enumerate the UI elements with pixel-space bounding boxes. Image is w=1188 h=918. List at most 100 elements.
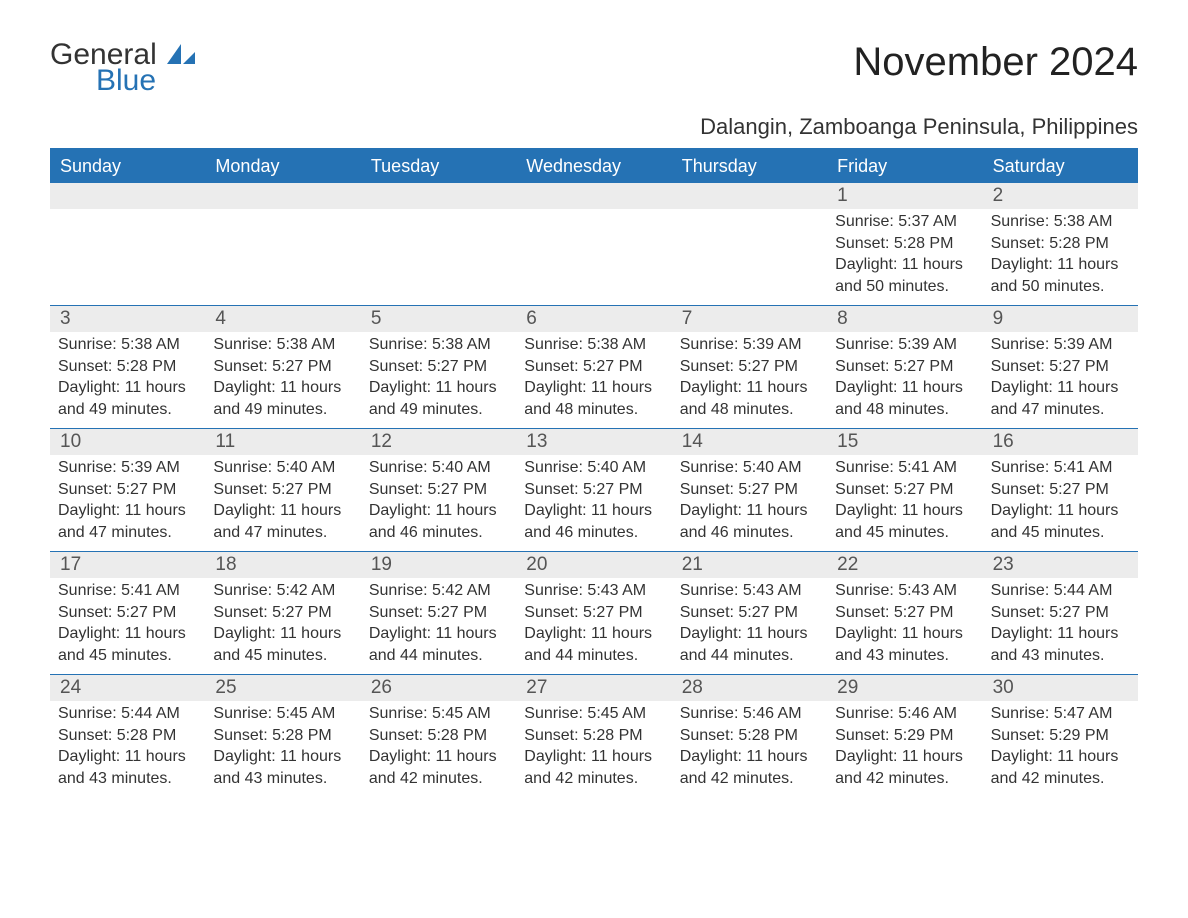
dl2-line: and 47 minutes. — [991, 399, 1130, 421]
day-header-row: SundayMondayTuesdayWednesdayThursdayFrid… — [50, 150, 1138, 183]
sunset-line: Sunset: 5:28 PM — [58, 356, 197, 378]
day-header: Sunday — [50, 150, 205, 183]
day-number: 16 — [983, 429, 1138, 455]
dl2-line: and 45 minutes. — [835, 522, 974, 544]
day-header: Saturday — [983, 150, 1138, 183]
sunrise-line: Sunrise: 5:40 AM — [524, 457, 663, 479]
sunrise-line: Sunrise: 5:45 AM — [213, 703, 352, 725]
sunset-line: Sunset: 5:27 PM — [213, 479, 352, 501]
day-number: 30 — [983, 675, 1138, 701]
dl1-line: Daylight: 11 hours — [369, 500, 508, 522]
dl2-line: and 42 minutes. — [835, 768, 974, 790]
dl1-line: Daylight: 11 hours — [835, 746, 974, 768]
dl1-line: Daylight: 11 hours — [213, 500, 352, 522]
dl1-line: Daylight: 11 hours — [213, 623, 352, 645]
calendar: SundayMondayTuesdayWednesdayThursdayFrid… — [50, 148, 1138, 797]
day-number: 9 — [983, 306, 1138, 332]
day-header: Monday — [205, 150, 360, 183]
week-row: 3Sunrise: 5:38 AMSunset: 5:28 PMDaylight… — [50, 305, 1138, 428]
month-title: November 2024 — [853, 40, 1138, 85]
dl2-line: and 43 minutes. — [991, 645, 1130, 667]
day-number — [672, 183, 827, 209]
dl2-line: and 49 minutes. — [213, 399, 352, 421]
sunset-line: Sunset: 5:27 PM — [680, 602, 819, 624]
dl1-line: Daylight: 11 hours — [524, 623, 663, 645]
day-number: 10 — [50, 429, 205, 455]
dl2-line: and 42 minutes. — [991, 768, 1130, 790]
sunset-line: Sunset: 5:27 PM — [58, 602, 197, 624]
week-row: 17Sunrise: 5:41 AMSunset: 5:27 PMDayligh… — [50, 551, 1138, 674]
day-cell: 18Sunrise: 5:42 AMSunset: 5:27 PMDayligh… — [205, 552, 360, 674]
dl2-line: and 49 minutes. — [369, 399, 508, 421]
dl2-line: and 44 minutes. — [369, 645, 508, 667]
day-cell: 28Sunrise: 5:46 AMSunset: 5:28 PMDayligh… — [672, 675, 827, 797]
day-number: 20 — [516, 552, 671, 578]
sunset-line: Sunset: 5:27 PM — [524, 356, 663, 378]
dl2-line: and 42 minutes. — [680, 768, 819, 790]
day-cell: 6Sunrise: 5:38 AMSunset: 5:27 PMDaylight… — [516, 306, 671, 428]
dl2-line: and 47 minutes. — [58, 522, 197, 544]
dl2-line: and 48 minutes. — [680, 399, 819, 421]
dl1-line: Daylight: 11 hours — [58, 623, 197, 645]
sunrise-line: Sunrise: 5:39 AM — [58, 457, 197, 479]
sunset-line: Sunset: 5:28 PM — [213, 725, 352, 747]
day-cell: 20Sunrise: 5:43 AMSunset: 5:27 PMDayligh… — [516, 552, 671, 674]
sunset-line: Sunset: 5:27 PM — [524, 602, 663, 624]
sunrise-line: Sunrise: 5:38 AM — [213, 334, 352, 356]
day-cell: 3Sunrise: 5:38 AMSunset: 5:28 PMDaylight… — [50, 306, 205, 428]
sunrise-line: Sunrise: 5:41 AM — [58, 580, 197, 602]
day-number: 12 — [361, 429, 516, 455]
dl1-line: Daylight: 11 hours — [58, 500, 197, 522]
day-number — [50, 183, 205, 209]
dl2-line: and 44 minutes. — [524, 645, 663, 667]
dl1-line: Daylight: 11 hours — [213, 377, 352, 399]
day-number: 26 — [361, 675, 516, 701]
day-cell: 9Sunrise: 5:39 AMSunset: 5:27 PMDaylight… — [983, 306, 1138, 428]
sunset-line: Sunset: 5:27 PM — [369, 356, 508, 378]
sunrise-line: Sunrise: 5:42 AM — [369, 580, 508, 602]
sunset-line: Sunset: 5:27 PM — [369, 479, 508, 501]
dl1-line: Daylight: 11 hours — [369, 623, 508, 645]
sunset-line: Sunset: 5:29 PM — [991, 725, 1130, 747]
day-number: 28 — [672, 675, 827, 701]
sunrise-line: Sunrise: 5:43 AM — [680, 580, 819, 602]
day-header: Tuesday — [361, 150, 516, 183]
dl2-line: and 50 minutes. — [835, 276, 974, 298]
dl2-line: and 46 minutes. — [369, 522, 508, 544]
sunset-line: Sunset: 5:28 PM — [991, 233, 1130, 255]
day-header: Thursday — [672, 150, 827, 183]
sunrise-line: Sunrise: 5:44 AM — [58, 703, 197, 725]
day-number: 11 — [205, 429, 360, 455]
day-cell: 11Sunrise: 5:40 AMSunset: 5:27 PMDayligh… — [205, 429, 360, 551]
day-cell: 22Sunrise: 5:43 AMSunset: 5:27 PMDayligh… — [827, 552, 982, 674]
dl2-line: and 45 minutes. — [991, 522, 1130, 544]
day-number: 8 — [827, 306, 982, 332]
sunrise-line: Sunrise: 5:38 AM — [58, 334, 197, 356]
logo: General Blue — [50, 40, 195, 96]
day-number: 25 — [205, 675, 360, 701]
dl2-line: and 48 minutes. — [835, 399, 974, 421]
location-subtitle: Dalangin, Zamboanga Peninsula, Philippin… — [50, 114, 1138, 140]
sunset-line: Sunset: 5:27 PM — [835, 602, 974, 624]
sunrise-line: Sunrise: 5:43 AM — [524, 580, 663, 602]
day-cell: 19Sunrise: 5:42 AMSunset: 5:27 PMDayligh… — [361, 552, 516, 674]
dl2-line: and 44 minutes. — [680, 645, 819, 667]
sunrise-line: Sunrise: 5:38 AM — [991, 211, 1130, 233]
day-cell: 7Sunrise: 5:39 AMSunset: 5:27 PMDaylight… — [672, 306, 827, 428]
day-cell: 1Sunrise: 5:37 AMSunset: 5:28 PMDaylight… — [827, 183, 982, 305]
week-row: 10Sunrise: 5:39 AMSunset: 5:27 PMDayligh… — [50, 428, 1138, 551]
week-row: 1Sunrise: 5:37 AMSunset: 5:28 PMDaylight… — [50, 183, 1138, 305]
dl1-line: Daylight: 11 hours — [369, 377, 508, 399]
sunset-line: Sunset: 5:27 PM — [213, 356, 352, 378]
day-number: 14 — [672, 429, 827, 455]
day-cell: 12Sunrise: 5:40 AMSunset: 5:27 PMDayligh… — [361, 429, 516, 551]
sunrise-line: Sunrise: 5:37 AM — [835, 211, 974, 233]
sunrise-line: Sunrise: 5:44 AM — [991, 580, 1130, 602]
dl1-line: Daylight: 11 hours — [524, 377, 663, 399]
dl2-line: and 42 minutes. — [524, 768, 663, 790]
dl1-line: Daylight: 11 hours — [680, 623, 819, 645]
sunrise-line: Sunrise: 5:39 AM — [680, 334, 819, 356]
day-number: 21 — [672, 552, 827, 578]
sunset-line: Sunset: 5:27 PM — [991, 602, 1130, 624]
day-number: 19 — [361, 552, 516, 578]
